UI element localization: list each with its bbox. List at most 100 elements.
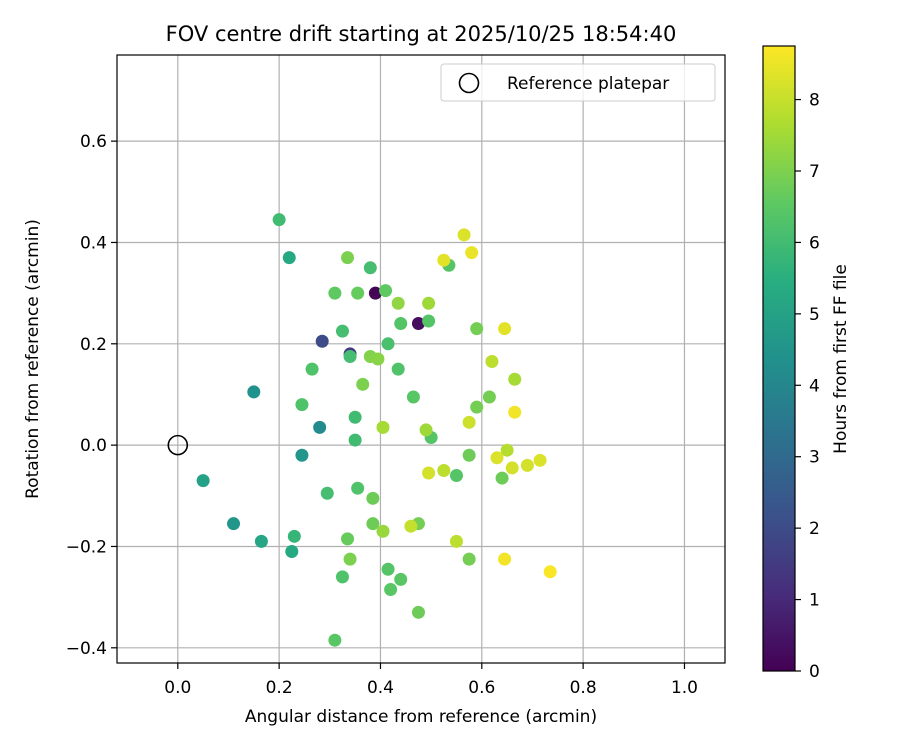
data-point: [543, 565, 557, 579]
plot-frame: [116, 54, 726, 664]
data-point: [315, 334, 329, 348]
data-point: [449, 469, 463, 483]
x-tick-label: 0.2: [266, 678, 293, 698]
data-point: [394, 317, 408, 331]
data-point: [196, 474, 210, 488]
data-point: [411, 605, 425, 619]
data-point: [437, 253, 451, 267]
data-point: [295, 448, 309, 462]
data-point: [482, 390, 496, 404]
colorbar-label: Hours from first FF file: [831, 264, 851, 454]
data-point: [363, 261, 377, 275]
data-point: [505, 461, 519, 475]
data-point: [328, 286, 342, 300]
data-point: [498, 322, 512, 336]
data-point: [404, 519, 418, 533]
data-point: [351, 286, 365, 300]
data-point: [495, 471, 509, 485]
y-axis-label: Rotation from reference (arcmin): [23, 219, 43, 499]
colorbar-tick-label: 4: [809, 376, 820, 396]
data-point: [227, 517, 241, 531]
data-point: [368, 286, 382, 300]
y-tick-label: 0.4: [80, 233, 107, 253]
data-point: [348, 433, 362, 447]
data-point: [508, 372, 522, 386]
data-point: [422, 314, 436, 328]
data-point: [376, 420, 390, 434]
data-point: [287, 529, 301, 543]
data-point: [313, 420, 327, 434]
x-tick-label: 0.8: [570, 678, 597, 698]
data-point: [498, 552, 512, 566]
data-point: [391, 362, 405, 376]
data-point: [295, 398, 309, 412]
data-point: [490, 451, 504, 465]
data-point: [419, 423, 433, 437]
colorbar-tick-label: 0: [809, 662, 820, 682]
x-tick-label: 0.0: [164, 678, 191, 698]
data-point: [406, 390, 420, 404]
y-tick-label: 0.6: [80, 132, 107, 152]
x-tick-label: 0.4: [367, 678, 394, 698]
y-tick-label: 0.2: [80, 335, 107, 355]
data-point: [343, 552, 357, 566]
data-point: [462, 415, 476, 429]
colorbar-ticks: 0 1 2 3 4 5 6 7 8: [795, 91, 820, 682]
data-point: [376, 524, 390, 538]
data-point: [394, 572, 408, 586]
data-point: [381, 337, 395, 351]
data-point: [366, 517, 380, 531]
colorbar-tick-label: 1: [809, 591, 820, 611]
x-axis-ticks: 0.0 0.2 0.4 0.6 0.8 1.0: [164, 663, 698, 698]
data-point: [381, 562, 395, 576]
y-axis-ticks: −0.4 −0.2 0.0 0.2 0.4 0.6: [66, 132, 117, 659]
data-point: [508, 405, 522, 419]
data-point: [533, 453, 547, 467]
data-point: [465, 246, 479, 260]
data-point: [500, 443, 514, 457]
y-tick-label: −0.2: [66, 537, 107, 557]
colorbar-tick-label: 5: [809, 305, 820, 325]
data-point: [335, 324, 349, 338]
data-point: [470, 400, 484, 414]
data-point: [411, 317, 425, 331]
data-point: [371, 352, 385, 366]
x-axis-label: Angular distance from reference (arcmin): [245, 707, 597, 727]
data-point: [328, 633, 342, 647]
data-point: [351, 481, 365, 495]
data-point: [348, 410, 362, 424]
colorbar-tick-label: 8: [809, 91, 820, 111]
y-tick-label: 0.0: [80, 436, 107, 456]
data-point: [341, 251, 355, 265]
data-point: [457, 228, 471, 242]
colorbar-tick-label: 2: [809, 519, 820, 539]
colorbar-gradient: [762, 45, 796, 672]
colorbar: 0 1 2 3 4 5 6 7 8 Hours from first FF file: [762, 45, 851, 682]
data-point: [335, 570, 349, 584]
data-point: [285, 545, 299, 559]
colorbar-tick-label: 3: [809, 448, 820, 468]
data-point: [520, 458, 534, 472]
legend-label: Reference platepar: [507, 74, 669, 94]
data-point: [485, 355, 499, 369]
data-point: [343, 349, 357, 363]
legend-box: [440, 63, 716, 102]
data-point: [384, 583, 398, 597]
data-point: [422, 296, 436, 310]
data-point: [422, 466, 436, 480]
data-point: [305, 362, 319, 376]
data-point: [470, 322, 484, 336]
data-point: [366, 491, 380, 505]
grid: [117, 55, 725, 663]
data-points: [196, 213, 557, 647]
data-point: [254, 534, 268, 548]
data-point: [437, 463, 451, 477]
data-point: [247, 385, 261, 399]
x-tick-label: 0.6: [468, 678, 495, 698]
data-point: [341, 532, 355, 546]
data-point: [449, 534, 463, 548]
data-point: [282, 251, 296, 265]
reference-marker: [167, 434, 189, 456]
colorbar-tick-label: 7: [809, 162, 820, 182]
